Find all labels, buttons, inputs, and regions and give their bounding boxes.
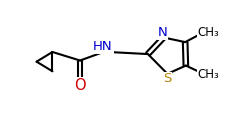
Text: CH₃: CH₃ bbox=[198, 26, 219, 39]
Text: N: N bbox=[157, 26, 167, 39]
Text: CH₃: CH₃ bbox=[198, 68, 219, 81]
Text: HN: HN bbox=[93, 40, 113, 53]
Text: O: O bbox=[74, 78, 86, 93]
Text: S: S bbox=[163, 72, 172, 85]
